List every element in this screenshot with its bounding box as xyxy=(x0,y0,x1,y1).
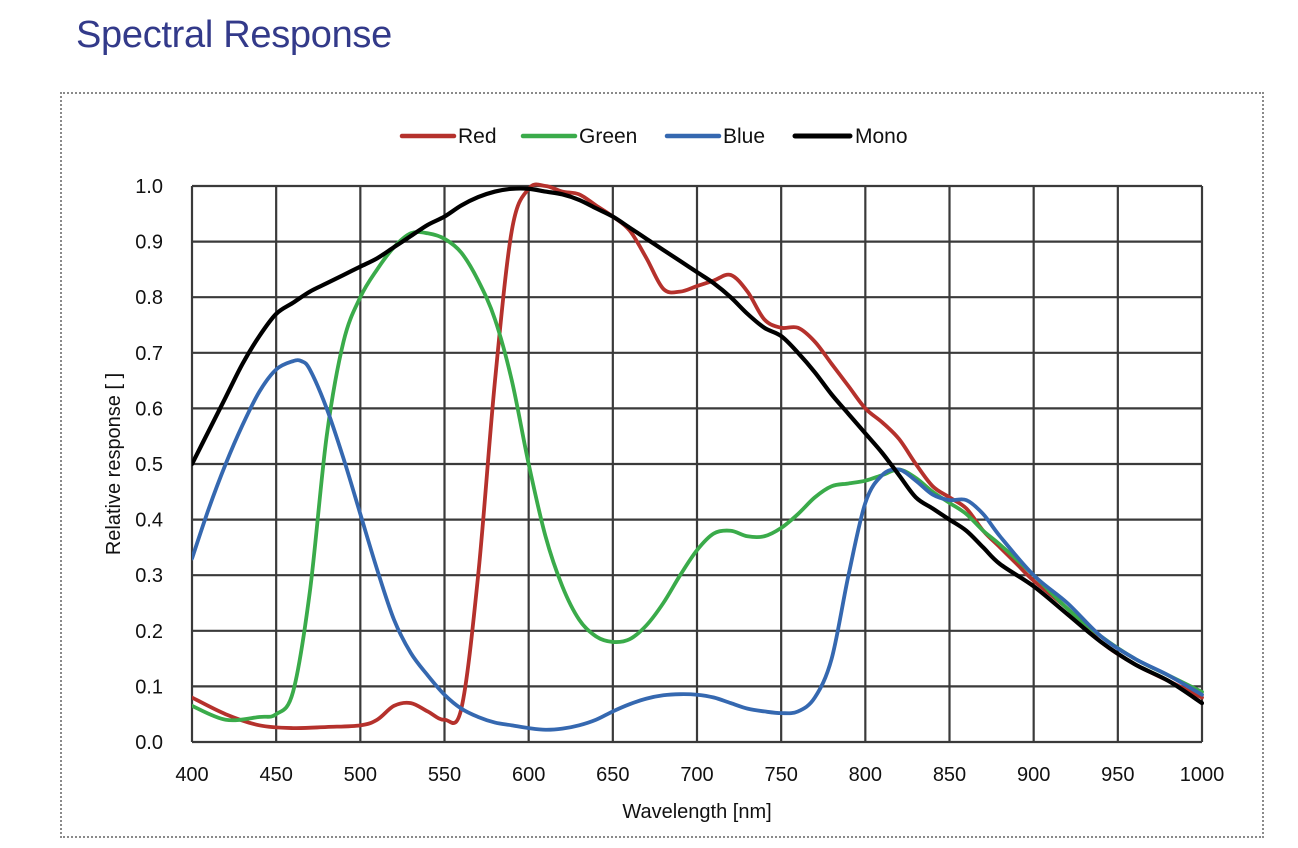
series-line-blue xyxy=(192,358,1204,732)
legend-item-green: Green xyxy=(520,125,637,148)
legend-label-green: Green xyxy=(579,125,637,148)
y-tick-label: 0.9 xyxy=(135,232,163,254)
x-tick-label: 500 xyxy=(344,764,377,786)
x-tick-label: 800 xyxy=(849,764,882,786)
x-tick-label: 950 xyxy=(1101,764,1134,786)
y-tick-label: 0.3 xyxy=(135,565,163,587)
y-tick-label: 0.1 xyxy=(135,676,163,698)
series-line-green xyxy=(192,230,1204,723)
y-tick-label: 0.0 xyxy=(135,732,163,754)
x-tick-label: 1000 xyxy=(1180,764,1225,786)
x-tick-label: 650 xyxy=(596,764,629,786)
y-tick-label: 0.8 xyxy=(135,287,163,309)
grid xyxy=(190,184,1204,744)
y-tick-label: 0.6 xyxy=(135,398,163,420)
legend-item-red: Red xyxy=(399,125,497,148)
legend-label-blue: Blue xyxy=(723,125,765,148)
x-tick-label: 850 xyxy=(933,764,966,786)
x-tick-label: 550 xyxy=(428,764,461,786)
x-tick-label: 450 xyxy=(259,764,292,786)
x-tick-label: 700 xyxy=(680,764,713,786)
y-tick-label: 0.7 xyxy=(135,343,163,365)
series-lines xyxy=(192,182,1204,732)
x-tick-label: 400 xyxy=(175,764,208,786)
page-title: Spectral Response xyxy=(76,14,392,56)
legend-item-blue: Blue xyxy=(664,125,765,148)
y-tick-label: 0.2 xyxy=(135,621,163,643)
y-tick-label: 0.4 xyxy=(135,510,163,532)
y-axis-label: Relative response [ ] xyxy=(103,373,125,555)
legend-label-mono: Mono xyxy=(855,125,908,148)
legend-label-red: Red xyxy=(458,125,497,148)
series-line-mono xyxy=(192,186,1204,706)
legend-item-mono: Mono xyxy=(792,125,908,148)
y-tick-label: 1.0 xyxy=(135,176,163,198)
x-axis-label: Wavelength [nm] xyxy=(622,801,771,823)
x-tick-label: 600 xyxy=(512,764,545,786)
x-tick-label: 750 xyxy=(764,764,797,786)
series-line-red xyxy=(192,182,1204,731)
legend: Red Green Blue Mono xyxy=(399,125,908,148)
y-tick-label: 0.5 xyxy=(135,454,163,476)
chart-frame xyxy=(60,92,1264,838)
tick-labels: 400 450 500 550 600 650 700 750 800 850 900 950 1000… xyxy=(135,176,1224,786)
x-tick-label: 900 xyxy=(1017,764,1050,786)
